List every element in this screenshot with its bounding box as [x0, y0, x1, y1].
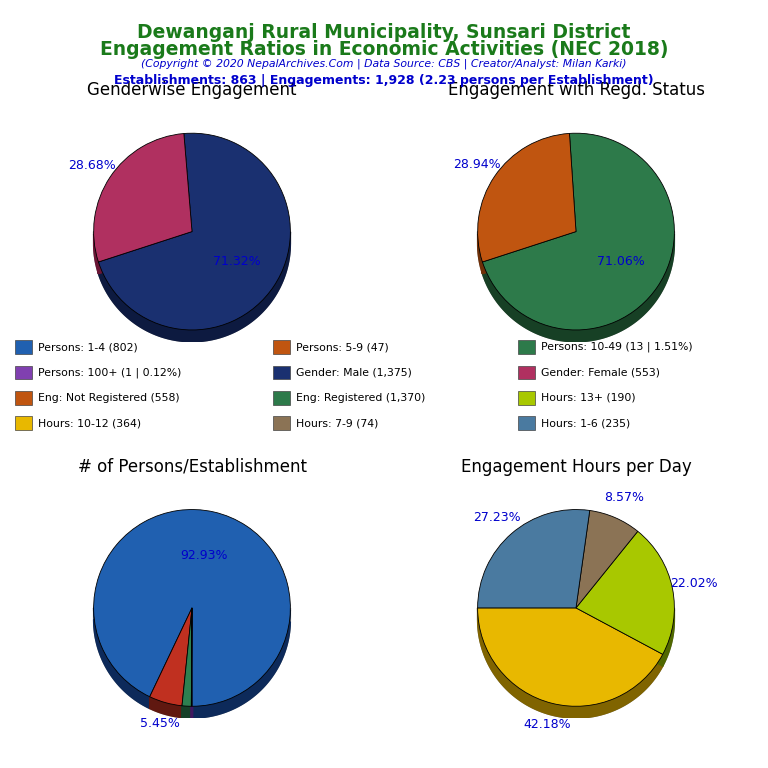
Polygon shape [94, 608, 290, 718]
Text: Persons: 10-49 (13 | 1.51%): Persons: 10-49 (13 | 1.51%) [541, 342, 693, 353]
Polygon shape [482, 232, 576, 273]
Wedge shape [478, 509, 590, 608]
Wedge shape [478, 608, 663, 707]
Polygon shape [94, 608, 290, 718]
Text: Hours: 10-12 (364): Hours: 10-12 (364) [38, 418, 141, 429]
Wedge shape [94, 134, 192, 262]
Polygon shape [98, 232, 290, 342]
Wedge shape [478, 134, 576, 262]
Title: Engagement with Regd. Status: Engagement with Regd. Status [448, 81, 704, 99]
Polygon shape [150, 608, 192, 709]
Text: 28.68%: 28.68% [68, 159, 116, 171]
Text: Gender: Male (1,375): Gender: Male (1,375) [296, 367, 412, 378]
Text: (Copyright © 2020 NepalArchives.Com | Data Source: CBS | Creator/Analyst: Milan : (Copyright © 2020 NepalArchives.Com | Da… [141, 58, 627, 69]
Polygon shape [478, 234, 482, 273]
Wedge shape [150, 608, 192, 706]
Text: Eng: Not Registered (558): Eng: Not Registered (558) [38, 392, 180, 403]
Polygon shape [98, 232, 192, 273]
Polygon shape [482, 234, 674, 342]
Text: Eng: Registered (1,370): Eng: Registered (1,370) [296, 392, 425, 403]
Polygon shape [663, 610, 674, 666]
Polygon shape [182, 608, 192, 717]
Polygon shape [478, 608, 663, 718]
Title: Engagement Hours per Day: Engagement Hours per Day [461, 458, 691, 475]
Wedge shape [182, 608, 192, 707]
Text: Hours: 7-9 (74): Hours: 7-9 (74) [296, 418, 378, 429]
Text: Dewanganj Rural Municipality, Sunsari District: Dewanganj Rural Municipality, Sunsari Di… [137, 23, 631, 42]
Text: Persons: 1-4 (802): Persons: 1-4 (802) [38, 342, 138, 353]
Text: 8.57%: 8.57% [604, 492, 644, 505]
Text: Persons: 100+ (1 | 0.12%): Persons: 100+ (1 | 0.12%) [38, 367, 182, 378]
Polygon shape [482, 232, 576, 273]
Text: 28.94%: 28.94% [453, 157, 501, 170]
Text: Engagement Ratios in Economic Activities (NEC 2018): Engagement Ratios in Economic Activities… [100, 40, 668, 59]
Wedge shape [576, 531, 674, 654]
Text: 71.32%: 71.32% [214, 255, 261, 268]
Polygon shape [576, 608, 663, 666]
Polygon shape [94, 234, 98, 273]
Wedge shape [98, 133, 290, 330]
Polygon shape [478, 608, 674, 718]
Polygon shape [478, 608, 576, 620]
Text: 42.18%: 42.18% [523, 718, 571, 731]
Polygon shape [150, 697, 182, 717]
Polygon shape [182, 608, 192, 717]
Text: 27.23%: 27.23% [473, 511, 521, 524]
Title: # of Persons/Establishment: # of Persons/Establishment [78, 458, 306, 475]
Text: 5.45%: 5.45% [140, 717, 180, 730]
Text: Persons: 5-9 (47): Persons: 5-9 (47) [296, 342, 389, 353]
Polygon shape [478, 232, 674, 342]
Polygon shape [150, 608, 192, 709]
Polygon shape [182, 706, 191, 718]
Text: Gender: Female (553): Gender: Female (553) [541, 367, 660, 378]
Text: Establishments: 863 | Engagements: 1,928 (2.23 persons per Establishment): Establishments: 863 | Engagements: 1,928… [114, 74, 654, 87]
Wedge shape [482, 133, 674, 330]
Polygon shape [478, 608, 576, 620]
Text: 92.93%: 92.93% [180, 548, 227, 561]
Text: Hours: 13+ (190): Hours: 13+ (190) [541, 392, 636, 403]
Text: Hours: 1-6 (235): Hours: 1-6 (235) [541, 418, 631, 429]
Wedge shape [576, 511, 637, 608]
Polygon shape [94, 232, 290, 342]
Text: 71.06%: 71.06% [597, 256, 644, 268]
Text: 22.02%: 22.02% [670, 578, 717, 591]
Polygon shape [576, 608, 663, 666]
Wedge shape [94, 509, 290, 707]
Title: Genderwise Engagement: Genderwise Engagement [88, 81, 296, 99]
Polygon shape [98, 232, 192, 273]
